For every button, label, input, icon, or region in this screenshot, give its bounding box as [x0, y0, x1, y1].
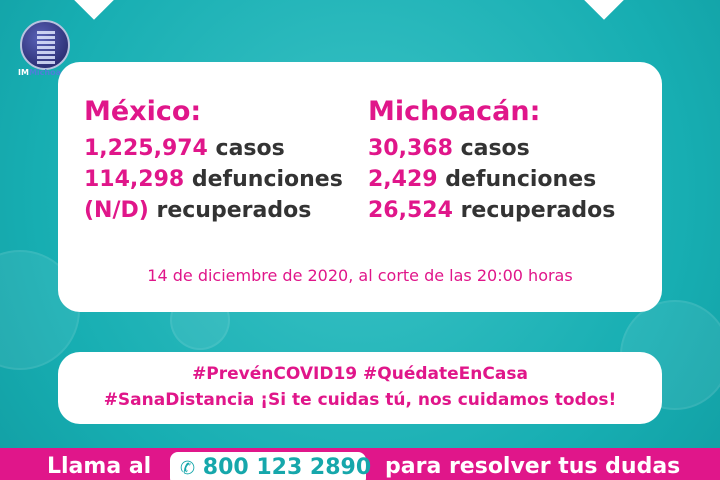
footer-right-text: para resolver tus dudas: [385, 454, 681, 479]
stats-card: México: 1,225,974 casos 114,298 defuncio…: [58, 62, 662, 312]
mexico-deaths: 114,298: [84, 167, 185, 192]
logo: [20, 20, 70, 70]
phone-number: 800 123 2890: [202, 455, 372, 480]
mexico-title: México:: [84, 96, 202, 127]
mexico-recovered: (N/D): [84, 198, 149, 223]
mexico-stats: México: 1,225,974 casos 114,298 defuncio…: [84, 96, 343, 226]
michoacan-deaths: 2,429: [368, 167, 438, 192]
cases-label: casos: [215, 136, 285, 161]
footer-left-text: Llama al: [47, 454, 152, 479]
hashtags-line-1: #PrevénCOVID19 #QuédateEnCasa: [192, 364, 528, 384]
michoacan-stats: Michoacán: 30,368 casos 2,429 defuncione…: [368, 96, 615, 226]
phone-box[interactable]: ✆ 800 123 2890: [170, 452, 371, 480]
deaths-label: defunciones: [445, 167, 597, 192]
footer-bar: Llama al ✆ 800 123 2890 para resolver tu…: [0, 448, 720, 480]
date-text: 14 de diciembre de 2020, al corte de las…: [147, 266, 573, 285]
phone-icon: ✆: [180, 458, 196, 479]
top-notch: [74, 0, 114, 20]
michoacan-recovered: 26,524: [368, 198, 453, 223]
logo-text: IMMichoacán: [18, 68, 77, 77]
deaths-label: defunciones: [191, 167, 343, 192]
michoacan-title: Michoacán:: [368, 96, 541, 127]
top-notch: [584, 0, 624, 20]
hashtags-line-2: #SanaDistancia ¡Si te cuidas tú, nos cui…: [103, 390, 617, 410]
recovered-label: recuperados: [460, 198, 616, 223]
recovered-label: recuperados: [156, 198, 312, 223]
cases-label: casos: [460, 136, 530, 161]
hashtags-card: #PrevénCOVID19 #QuédateEnCasa #SanaDista…: [58, 352, 662, 424]
michoacan-cases: 30,368: [368, 136, 453, 161]
mexico-cases: 1,225,974: [84, 136, 208, 161]
